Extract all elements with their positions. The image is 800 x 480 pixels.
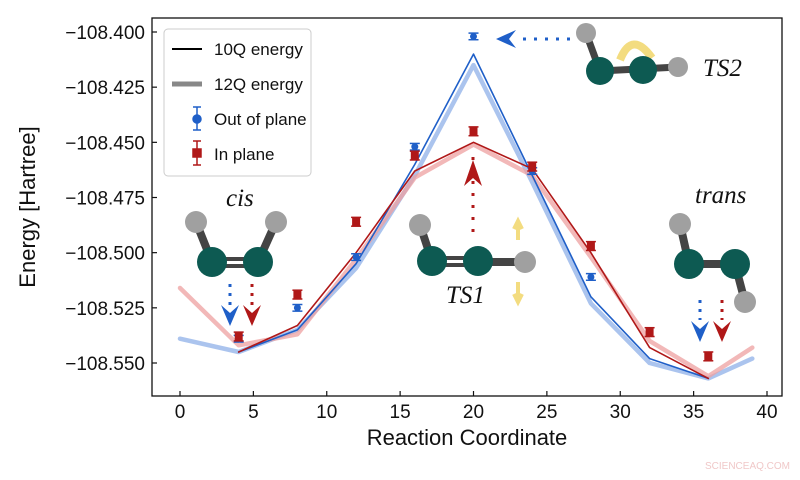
legend-label-12q: 12Q energy [214, 75, 303, 94]
legend-label-10q: 10Q energy [214, 40, 303, 59]
in-plane-marker [645, 328, 654, 337]
in-plane-point [409, 150, 420, 161]
y-tick-label: −108.475 [65, 189, 145, 210]
in-plane-marker [234, 332, 243, 341]
annotation-trans: trans [695, 182, 746, 209]
in-plane-point [292, 289, 303, 300]
x-tick-label: 10 [316, 402, 337, 423]
in-plane-marker [469, 127, 478, 136]
x-tick-label: 15 [390, 402, 411, 423]
x-tick-label: 0 [175, 402, 186, 423]
ts1-molecule [409, 214, 536, 307]
legend-swatch-in-plane [192, 140, 202, 166]
out-of-plane-marker [411, 143, 419, 151]
y-tick-label: −108.400 [65, 23, 145, 44]
out-of-plane-marker [352, 253, 360, 261]
legend-label-out-of-plane: Out of plane [214, 110, 307, 129]
x-tick-label: 25 [536, 402, 557, 423]
10q-curve-in-plane [237, 141, 710, 380]
annotation-ts2: TS2 [703, 55, 742, 82]
y-tick-label: −108.450 [65, 133, 145, 154]
ts1-red-arrow [464, 150, 482, 232]
in-plane-marker [410, 151, 419, 160]
out-of-plane-point [409, 142, 420, 151]
x-tick-label: 30 [610, 402, 631, 423]
in-plane-point [351, 216, 362, 227]
curves [177, 53, 755, 381]
watermark: SCIENCEAQ.COM [705, 461, 790, 472]
x-axis: 0 5 10 15 20 25 30 35 40 [175, 391, 778, 423]
in-plane-marker [704, 352, 713, 361]
in-plane-marker [352, 217, 361, 226]
out-of-plane-marker [587, 273, 595, 281]
trans-molecule [669, 213, 756, 313]
legend: 10Q energy 12Q energy Out of plane In pl… [163, 28, 312, 177]
y-tick-label: −108.525 [65, 299, 145, 320]
legend-label-in-plane: In plane [214, 145, 275, 164]
x-tick-label: 5 [248, 402, 259, 423]
out-of-plane-marker [293, 304, 301, 312]
in-plane-point [468, 126, 479, 137]
in-plane-point [233, 331, 244, 342]
y-tick-label: −108.500 [65, 244, 145, 265]
out-of-plane-point [292, 303, 303, 312]
in-plane-point [585, 240, 596, 252]
ts2-molecule [576, 23, 688, 85]
data-points [233, 32, 714, 362]
x-tick-label: 20 [463, 402, 484, 423]
in-plane-point [644, 326, 655, 338]
y-tick-label: −108.550 [65, 354, 145, 375]
legend-swatch-out-of-plane [192, 106, 202, 131]
y-axis: −108.400 −108.425 −108.450 −108.475 −108.500… [65, 23, 157, 375]
trans-blue-arrow [691, 300, 709, 342]
ts2-blue-arrow [496, 30, 570, 48]
in-plane-marker [528, 162, 537, 171]
cis-blue-arrow [221, 284, 239, 326]
out-of-plane-point [468, 32, 479, 41]
out-of-plane-marker [470, 32, 477, 40]
x-tick-label: 40 [756, 402, 777, 423]
y-axis-label: Energy [Hartree] [15, 126, 40, 287]
cis-molecule [185, 211, 287, 277]
annotation-ts1: TS1 [446, 282, 485, 309]
out-of-plane-point [585, 272, 596, 281]
out-of-plane-point [351, 253, 362, 262]
cis-red-arrow [243, 284, 261, 326]
y-tick-label: −108.425 [65, 78, 145, 99]
in-plane-point [703, 351, 714, 362]
in-plane-marker [586, 242, 595, 251]
annotation-cis: cis [226, 185, 254, 212]
10q-curve-out-of-plane [237, 53, 710, 380]
molecule-illustrations [185, 23, 756, 342]
x-axis-label: Reaction Coordinate [367, 425, 568, 450]
in-plane-point [527, 161, 538, 172]
plot-frame [151, 17, 783, 397]
x-tick-label: 35 [683, 402, 704, 423]
in-plane-marker [293, 290, 302, 299]
trans-red-arrow [713, 300, 731, 342]
